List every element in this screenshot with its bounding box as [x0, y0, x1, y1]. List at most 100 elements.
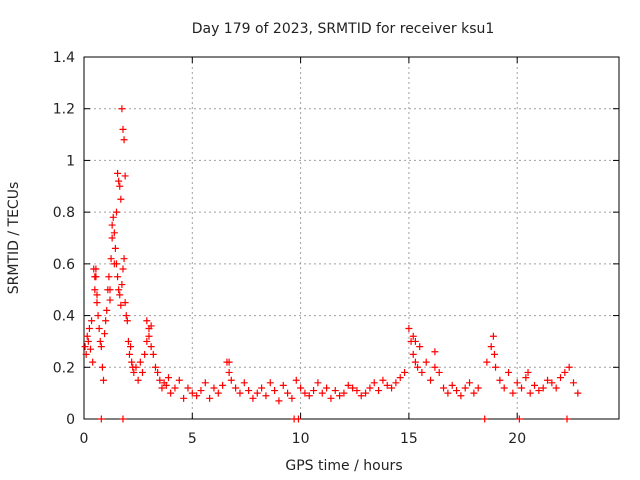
data-point — [91, 286, 99, 294]
data-point — [115, 286, 123, 294]
data-point — [422, 358, 430, 366]
data-point — [466, 379, 474, 387]
data-point — [197, 387, 205, 395]
data-point — [331, 387, 339, 395]
data-point — [544, 376, 552, 384]
data-point — [94, 312, 102, 320]
data-point — [249, 394, 257, 402]
data-point — [134, 376, 142, 384]
y-tick-label: 0 — [66, 412, 75, 428]
data-point — [109, 213, 117, 221]
data-point — [401, 368, 409, 376]
data-point — [344, 381, 352, 389]
data-point — [552, 384, 560, 392]
data-point — [96, 337, 104, 345]
data-point — [262, 392, 270, 400]
data-point — [171, 384, 179, 392]
plot-frame — [83, 56, 620, 420]
data-point — [431, 363, 439, 371]
data-point — [91, 273, 99, 281]
data-point — [490, 350, 498, 358]
data-point — [524, 368, 532, 376]
data-point — [327, 394, 335, 402]
data-point — [388, 384, 396, 392]
data-point — [175, 376, 183, 384]
data-point — [526, 389, 534, 397]
data-point — [570, 379, 578, 387]
data-point — [116, 291, 124, 299]
data-point — [95, 325, 103, 332]
data-point — [411, 358, 419, 366]
data-point — [108, 221, 116, 229]
data-point — [457, 392, 465, 400]
data-point — [89, 358, 97, 366]
data-point — [225, 368, 233, 376]
data-point — [548, 379, 556, 387]
y-axis-label: SRMTID / TECUs — [6, 182, 22, 295]
data-point — [147, 322, 155, 330]
data-point — [271, 387, 279, 395]
data-point — [563, 415, 571, 423]
data-point — [353, 387, 361, 395]
data-point — [557, 374, 565, 382]
data-point — [97, 415, 105, 423]
data-point — [121, 299, 129, 307]
data-point — [416, 343, 424, 351]
data-point — [470, 389, 478, 397]
data-point — [115, 177, 123, 185]
data-point — [98, 363, 106, 371]
data-point — [292, 376, 300, 384]
data-point — [120, 136, 128, 144]
data-point — [154, 368, 162, 376]
data-point — [275, 397, 283, 405]
y-tick-label: 0.8 — [53, 205, 75, 221]
x-tick-label: 0 — [80, 431, 89, 447]
y-tick-label: 1.2 — [53, 102, 75, 118]
data-point — [143, 317, 151, 325]
data-point — [240, 379, 248, 387]
data-point — [127, 343, 135, 351]
data-point — [114, 273, 122, 281]
data-point — [253, 389, 261, 397]
data-point — [474, 384, 482, 392]
data-point — [349, 384, 357, 392]
data-point — [411, 337, 419, 345]
data-point — [101, 330, 109, 338]
y-tick-label: 0.2 — [53, 360, 75, 376]
data-point — [574, 389, 582, 397]
data-point — [489, 332, 497, 340]
data-point — [440, 384, 448, 392]
y-tick-label: 0.4 — [53, 309, 75, 325]
data-point — [336, 392, 344, 400]
data-point — [297, 384, 305, 392]
data-point — [414, 363, 422, 371]
data-point — [110, 260, 118, 268]
data-point — [122, 312, 130, 320]
data-point — [505, 368, 513, 376]
data-point — [151, 363, 159, 371]
data-point — [266, 379, 274, 387]
data-point — [130, 368, 138, 376]
data-point — [119, 265, 127, 273]
data-point — [258, 384, 266, 392]
data-point — [409, 332, 417, 340]
data-point — [379, 376, 387, 384]
data-point — [82, 350, 90, 358]
data-point — [156, 376, 164, 384]
data-point — [210, 384, 218, 392]
data-point — [284, 389, 292, 397]
data-point — [370, 379, 378, 387]
data-point — [119, 125, 127, 133]
data-point — [232, 384, 240, 392]
data-point — [487, 343, 495, 351]
data-point — [513, 379, 521, 387]
data-point — [158, 384, 166, 392]
data-point — [201, 379, 209, 387]
data-point — [180, 394, 188, 402]
data-point — [515, 415, 523, 423]
data-point — [107, 255, 115, 263]
data-point — [375, 387, 383, 395]
data-point — [193, 392, 201, 400]
data-point — [427, 376, 435, 384]
data-point — [522, 374, 530, 382]
